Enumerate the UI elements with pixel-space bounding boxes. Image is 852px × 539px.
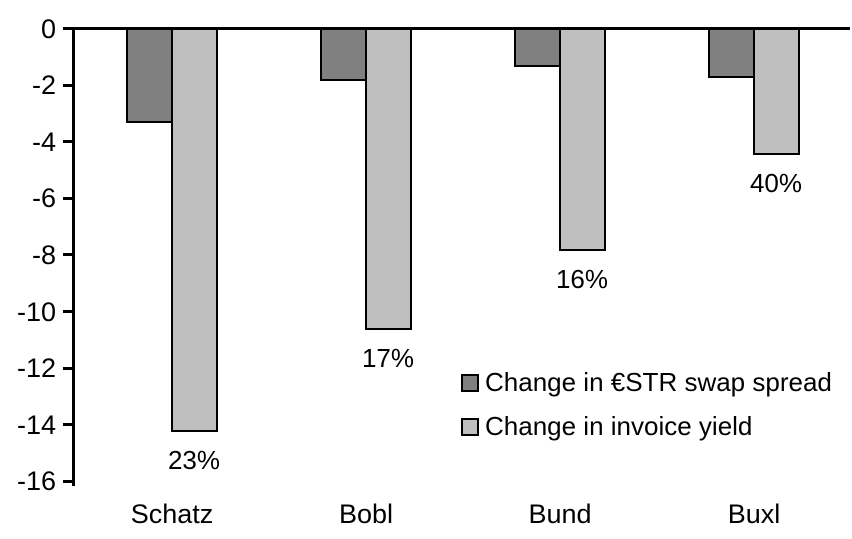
y-tick-label: -14 <box>16 409 56 440</box>
bar-schatz-series2 <box>171 28 218 432</box>
y-axis-tick <box>63 196 73 200</box>
legend-item: Change in €STR swap spread <box>461 369 832 396</box>
y-tick-label: -12 <box>16 353 56 384</box>
y-tick-label: -16 <box>16 466 56 497</box>
y-axis-tick <box>63 253 73 257</box>
bar-value-label: 16% <box>555 263 609 294</box>
bar-value-label: 40% <box>749 167 803 198</box>
legend-label: Change in €STR swap spread <box>485 367 832 397</box>
bar-buxl-series2 <box>753 28 800 155</box>
y-tick-label: -10 <box>16 296 56 327</box>
bar-buxl-series1 <box>708 28 755 79</box>
legend-swatch-icon <box>461 417 479 436</box>
y-tick-label: -6 <box>31 183 56 214</box>
y-axis-tick <box>63 140 73 144</box>
x-category-label: Schatz <box>130 499 214 529</box>
y-tick-label: 0 <box>40 13 56 44</box>
y-axis-line <box>72 27 75 486</box>
bar-bund-series2 <box>559 28 606 251</box>
legend-label: Change in invoice yield <box>485 411 753 441</box>
bar-value-label: 23% <box>167 445 221 475</box>
y-axis-tick <box>63 366 73 370</box>
y-tick-label: -4 <box>31 126 56 157</box>
y-axis-tick <box>63 479 73 483</box>
bar-bobl-series1 <box>320 28 367 81</box>
bar-schatz-series1 <box>126 28 173 124</box>
legend-swatch-icon <box>461 373 479 392</box>
bar-bobl-series2 <box>365 28 412 331</box>
legend-item: Change in invoice yield <box>461 413 832 440</box>
bar-bund-series1 <box>514 28 561 67</box>
bar-value-label: 17% <box>361 343 415 374</box>
x-category-label: Bund <box>528 499 592 529</box>
x-category-label: Buxl <box>727 499 781 529</box>
y-tick-label: -2 <box>31 70 56 101</box>
legend: Change in €STR swap spread Change in invo… <box>461 369 832 440</box>
x-axis-zero-line <box>72 27 850 30</box>
y-axis-tick <box>63 27 73 30</box>
y-axis-tick <box>63 423 73 427</box>
y-axis-tick <box>63 310 73 314</box>
y-tick-label: -8 <box>31 239 56 270</box>
y-axis-tick <box>63 83 73 87</box>
x-category-label: Bobl <box>338 499 394 529</box>
